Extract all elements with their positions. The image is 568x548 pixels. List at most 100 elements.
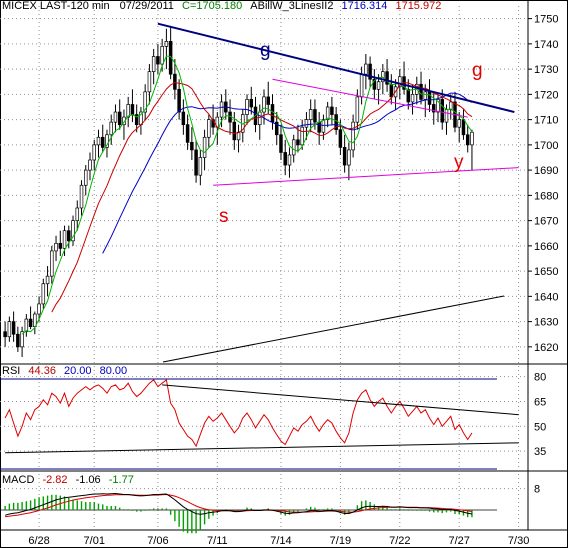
candle-body	[351, 121, 355, 151]
price-tick-label: 1740	[534, 39, 558, 51]
price-candle	[3, 321, 7, 347]
price-candle	[364, 53, 368, 90]
price-candle	[207, 114, 211, 148]
price-candle	[71, 215, 75, 246]
candle-body	[96, 136, 101, 146]
price-tick-label: 1690	[534, 165, 558, 177]
ma-slow-line	[102, 92, 473, 254]
price-candle	[28, 306, 33, 330]
annotation-y: y	[454, 152, 464, 173]
candle-body	[16, 333, 20, 348]
candle-body	[359, 73, 364, 98]
candle-body	[7, 321, 12, 338]
candle-body	[406, 88, 411, 103]
price-candle	[113, 104, 118, 133]
candle-body	[28, 318, 33, 328]
candle-body	[461, 119, 466, 136]
price-candle	[11, 311, 16, 342]
price-tick-label: 1730	[534, 64, 558, 76]
candle-body	[54, 242, 58, 252]
date-tick-label: 7/22	[389, 535, 410, 547]
price-candle	[41, 278, 46, 309]
candle-body	[11, 321, 16, 335]
price-candle	[50, 245, 54, 284]
candle-body	[24, 318, 29, 333]
price-candle	[372, 69, 377, 100]
date-tick-label: 7/06	[147, 535, 168, 547]
candle-body	[147, 71, 152, 93]
price-candle	[54, 235, 58, 262]
candle-body	[92, 144, 96, 161]
price-candle	[448, 94, 453, 120]
date-tick-label: 7/11	[207, 535, 228, 547]
candle-body	[100, 136, 105, 148]
rsi-line	[4, 379, 473, 448]
candle-body	[62, 230, 67, 249]
macd-value-1: -2.82	[42, 474, 68, 486]
candle-body	[190, 141, 194, 151]
candle-body	[58, 242, 63, 249]
price-candle	[45, 266, 50, 297]
price-candle	[198, 149, 203, 186]
price-candle	[308, 99, 313, 133]
study-value-1: 1716.314	[341, 0, 388, 12]
rsi-tick-label: 80	[534, 372, 546, 384]
price-tick-label: 1640	[534, 291, 558, 303]
price-candle	[279, 124, 283, 161]
price-candle	[457, 112, 461, 143]
candle-body	[245, 99, 249, 115]
price-candle	[33, 311, 37, 335]
rsi-low-label: 20.00	[64, 365, 92, 377]
candle-body	[470, 131, 474, 146]
price-tick-label: 1670	[534, 216, 558, 228]
candle-body	[79, 184, 84, 209]
candle-body	[338, 129, 343, 148]
candle-body	[194, 149, 198, 176]
candle-body	[134, 114, 139, 126]
price-candle	[317, 112, 321, 145]
candle-body	[113, 111, 118, 123]
rsi-tick-label: 35	[534, 446, 546, 458]
price-candle	[79, 180, 84, 216]
candle-body	[355, 96, 360, 123]
price-candle	[300, 119, 304, 150]
price-candle	[262, 89, 266, 125]
price-candle	[190, 127, 194, 161]
candle-body	[313, 109, 317, 123]
price-candle	[351, 114, 355, 158]
candle-body	[368, 63, 372, 80]
price-candle	[325, 101, 330, 128]
macd-line	[4, 492, 473, 516]
price-candle	[122, 109, 126, 140]
candle-body	[372, 78, 377, 90]
trendline-g	[157, 22, 515, 114]
rsi-name-label: RSI	[2, 365, 21, 377]
price-candle	[126, 96, 130, 128]
price-candle	[105, 129, 109, 158]
candle-body	[291, 139, 296, 156]
date-label: 07/29/2011	[119, 0, 174, 12]
candle-body	[364, 63, 368, 75]
price-candle	[224, 89, 228, 120]
price-candle	[181, 99, 186, 135]
rsi-trendline	[5, 442, 519, 454]
candle-body	[300, 126, 304, 146]
price-tick-label: 1750	[534, 14, 558, 26]
candle-body	[3, 331, 7, 338]
price-candle	[147, 64, 152, 105]
date-tick-label: 7/19	[330, 535, 351, 547]
macd-header: MACD -2.82 -1.06 -1.77	[2, 474, 134, 486]
price-candle	[470, 129, 474, 171]
price-candle	[465, 124, 470, 153]
candle-body	[419, 83, 423, 100]
candle-body	[181, 111, 186, 126]
rsi-header: RSI 44.36 20.00 80.00	[2, 365, 127, 377]
price-candle	[389, 74, 394, 105]
rsi-tick-label: 50	[534, 421, 546, 433]
candle-body	[202, 136, 207, 158]
annotation-g-trendline: g	[260, 40, 271, 61]
price-candle	[440, 89, 444, 130]
candle-body	[279, 134, 283, 153]
candle-body	[156, 56, 160, 65]
